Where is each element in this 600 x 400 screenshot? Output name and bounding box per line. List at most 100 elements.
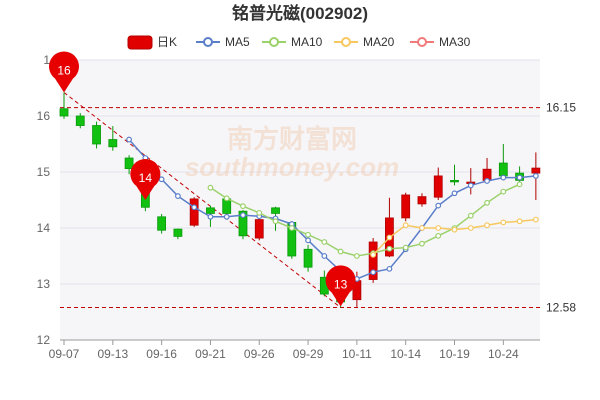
candle-body (271, 207, 280, 214)
legend-label-0: 日K (157, 35, 177, 49)
trend-line-segment (63, 92, 341, 308)
plot-background (60, 60, 540, 340)
ma20-point (386, 234, 393, 241)
y-tick-label: 12 (37, 333, 51, 347)
ma5-point (305, 237, 311, 244)
candle-body (433, 175, 443, 198)
legend-dot-4 (417, 37, 427, 47)
candle-body (417, 196, 427, 205)
pin-marker-1 (130, 159, 161, 200)
grid: 12 13 14 15 16 1 (37, 53, 540, 347)
ma5-point (386, 265, 393, 272)
ma10-point (386, 245, 393, 252)
ma20-point (467, 225, 474, 231)
reference-label-0: 16.15 (546, 101, 576, 115)
ma5-point (484, 178, 490, 184)
chart-title: 铭普光磁(002902) (232, 3, 368, 23)
reference-lines: 16.15 12.58 (60, 101, 576, 315)
ma10-point (435, 232, 442, 239)
pin-marker-0 (49, 51, 79, 93)
ma5-point (223, 213, 230, 220)
ma5-point (158, 176, 165, 183)
ma20-point (484, 222, 490, 229)
x-tick-label: 10-19 (439, 347, 470, 361)
x-tick-label: 10-11 (342, 347, 372, 361)
legend-dot-1 (203, 37, 213, 47)
ma5-point (174, 193, 181, 199)
x-tick-label: 09-26 (244, 347, 275, 361)
candle-body (92, 125, 101, 145)
ma5-point (435, 202, 442, 209)
ma20-point (402, 222, 409, 229)
legend-label-2: MA10 (291, 35, 323, 49)
ma10-point (288, 225, 295, 231)
pin-marker-2 (325, 265, 356, 307)
ma10-point (256, 209, 263, 216)
ma10-point (305, 231, 311, 238)
candle-body (157, 216, 167, 231)
ma20-point (370, 251, 377, 258)
ma5-point (451, 190, 458, 197)
y-tick-label: 14 (37, 221, 51, 235)
ma10-point (467, 212, 474, 219)
ma10-point (321, 239, 328, 245)
watermark-en: southmoney.com (185, 152, 399, 182)
ma5-point (191, 204, 198, 211)
pins: 16 14 13 (49, 51, 356, 307)
legend-dot-3 (341, 37, 351, 47)
legend-swatch-0 (127, 35, 153, 50)
ma5-point (516, 174, 523, 181)
candle-body (254, 219, 264, 239)
legend: 日K MA5 MA10 MA20 MA30 (127, 35, 471, 50)
ma20-point (532, 216, 539, 223)
candle-body (531, 167, 541, 174)
y-tick-label: 1 (43, 53, 50, 67)
candle-body (401, 194, 411, 219)
ma5-point (370, 269, 377, 276)
ma5-point (126, 136, 132, 143)
x-tick-label: 10-24 (488, 347, 519, 361)
x-tick-label: 10-14 (390, 347, 421, 361)
ma5-line (128, 139, 536, 280)
y-tick-label: 16 (37, 109, 51, 123)
ma10-point (240, 203, 246, 210)
ma10-point (207, 184, 214, 191)
ma20-point (451, 226, 458, 233)
pin-label-2: 13 (334, 277, 348, 291)
x-tick-label: 09-07 (49, 347, 80, 361)
ma20-point (500, 219, 507, 226)
candle-body (498, 162, 508, 177)
x-tick-label: 09-29 (293, 347, 324, 361)
candle-body (173, 228, 183, 237)
ma5-point (467, 182, 474, 189)
ma10-line (210, 183, 520, 257)
ma10-point (419, 240, 425, 247)
candle-body (450, 179, 459, 183)
candle-body (189, 198, 199, 226)
ma5-point (321, 253, 328, 259)
y-tick-label: 15 (37, 165, 51, 179)
ma20-point (516, 218, 523, 225)
ma10-point (272, 218, 279, 225)
ma10-point (500, 188, 507, 195)
reference-label-1: 12.58 (546, 301, 576, 315)
candle-body (368, 241, 378, 280)
candle-body (303, 248, 313, 268)
pin-label-1: 14 (139, 171, 153, 185)
candle-body (124, 157, 134, 170)
ma5-point (532, 173, 539, 179)
axes: 09-07 09-13 09-16 09-21 09-26 09-29 10-11 10-14… (49, 339, 540, 361)
ma10-point (402, 244, 409, 251)
watermark: 南方财富网 southmoney.com (185, 124, 399, 182)
ma10-point (516, 181, 523, 188)
candle-body (238, 210, 248, 237)
legend-dot-2 (269, 37, 279, 47)
ma10-point (484, 199, 490, 206)
x-tick-label: 09-21 (195, 347, 226, 361)
legend-label-1: MA5 (225, 35, 250, 49)
ma5-point (207, 213, 214, 220)
moving-averages (126, 136, 539, 282)
ma10-point (337, 248, 344, 255)
ma5-point (240, 212, 246, 219)
